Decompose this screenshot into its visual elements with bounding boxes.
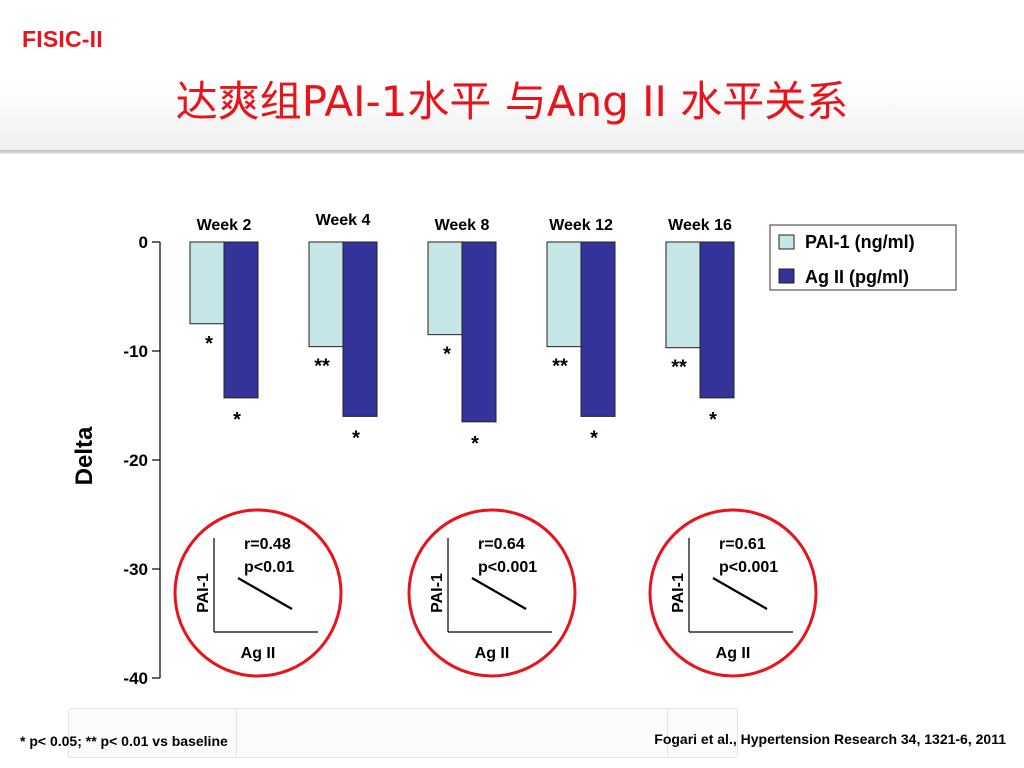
- inset-r-value: r=0.61: [719, 536, 766, 553]
- category-label: Week 12: [549, 217, 613, 234]
- citation: Fogari et al., Hypertension Research 34,…: [654, 731, 1006, 747]
- category-label: Week 4: [316, 212, 371, 229]
- slide-title: 达爽组PAI-1水平 与Ang II 水平关系: [175, 77, 849, 126]
- bar-pai1: [189, 241, 225, 325]
- y-tick-label: -30: [123, 560, 148, 579]
- inset-p-value: p<0.001: [719, 559, 778, 576]
- sig-mark-ag2: *: [352, 427, 360, 449]
- bar-ag2: [580, 241, 616, 417]
- inset-p-value: p<0.001: [478, 559, 537, 576]
- footer-panel: [68, 708, 738, 758]
- footer-divider: [667, 708, 668, 756]
- category-label: Week 16: [668, 217, 732, 234]
- y-tick-label: -40: [123, 669, 148, 688]
- inset-trend-line: [712, 577, 768, 610]
- category-label: Week 2: [197, 217, 252, 234]
- sig-mark-ag2: *: [709, 409, 717, 431]
- sig-mark-pai1: *: [443, 344, 451, 366]
- bar-ag2: [699, 241, 735, 399]
- bar-ag2: [223, 241, 259, 399]
- sig-mark-pai1: **: [552, 356, 568, 378]
- sig-mark-ag2: *: [590, 427, 598, 449]
- legend-box: [769, 224, 957, 291]
- inset-p-value: p<0.01: [244, 559, 294, 576]
- legend-label-ag2: Ag II (pg/ml): [805, 267, 909, 287]
- inset-r-value: r=0.48: [244, 536, 291, 553]
- significance-footnote: * p< 0.05; ** p< 0.01 vs baseline: [20, 733, 228, 749]
- bar-pai1: [308, 241, 344, 348]
- inset-trend-line: [471, 577, 527, 610]
- y-tick-label: 0: [139, 233, 148, 252]
- correlation-inset: [407, 508, 577, 678]
- inset-x-label: Ag II: [475, 645, 510, 662]
- sig-mark-ag2: *: [233, 409, 241, 431]
- bar-ag2: [342, 241, 378, 417]
- inset-y-label: PAI-1: [429, 573, 446, 613]
- footer-divider: [236, 708, 237, 756]
- sig-mark-pai1: **: [671, 357, 687, 379]
- y-tick-label: -10: [123, 342, 148, 361]
- category-label: Week 8: [435, 217, 490, 234]
- legend-swatch-pai1: [778, 234, 795, 250]
- inset-trend-line: [237, 577, 293, 610]
- sig-mark-pai1: **: [314, 356, 330, 378]
- correlation-inset: [173, 508, 343, 678]
- legend-label-pai1: PAI-1 (ng/ml): [805, 232, 915, 252]
- sig-mark-pai1: *: [205, 333, 213, 355]
- inset-x-label: Ag II: [716, 645, 751, 662]
- y-tick-label: -20: [123, 451, 148, 470]
- sig-mark-ag2: *: [471, 433, 479, 455]
- inset-x-label: Ag II: [241, 645, 276, 662]
- inset-y-label: PAI-1: [195, 573, 212, 613]
- inset-r-value: r=0.64: [478, 536, 525, 553]
- brand-label: FISIC-II: [22, 26, 103, 52]
- bar-pai1: [546, 241, 582, 348]
- legend-swatch-ag2: [778, 268, 795, 284]
- y-axis-label: Delta: [71, 426, 98, 485]
- bar-pai1: [427, 241, 463, 336]
- bar-pai1: [665, 241, 701, 349]
- title-bar: [0, 0, 1024, 152]
- title-divider: [0, 150, 1024, 154]
- correlation-inset: [648, 508, 818, 678]
- inset-y-label: PAI-1: [670, 573, 687, 613]
- bar-ag2: [461, 241, 497, 423]
